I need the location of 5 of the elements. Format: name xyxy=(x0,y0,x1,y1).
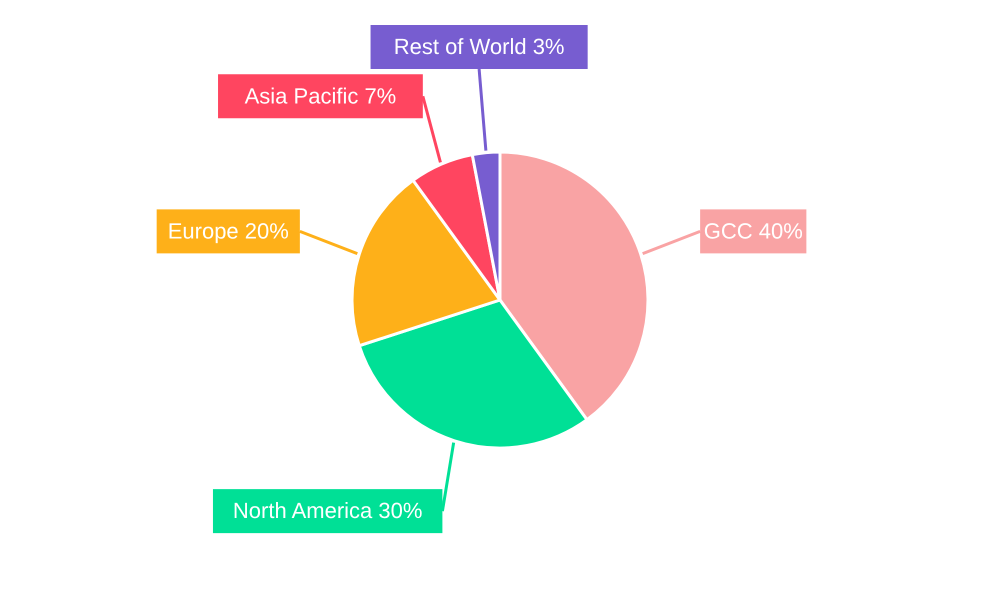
slice-label: Europe 20% xyxy=(168,218,289,244)
slice-label: GCC 40% xyxy=(704,218,803,244)
slice-label: North America 30% xyxy=(232,498,422,524)
slice-label: Rest of World 3% xyxy=(394,34,564,59)
slice-label: Asia Pacific 7% xyxy=(244,83,396,108)
